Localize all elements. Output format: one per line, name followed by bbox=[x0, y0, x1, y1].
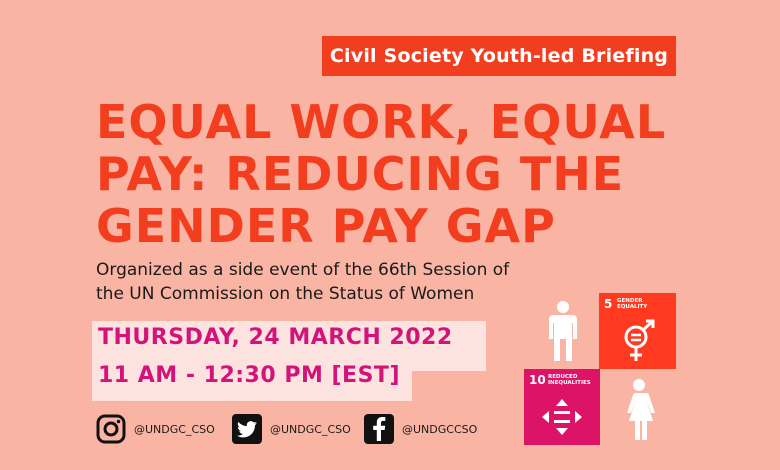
gender-equality-icon bbox=[624, 319, 655, 361]
date-highlight bbox=[92, 321, 486, 371]
sdg10-label-line: REDUCED bbox=[548, 374, 578, 380]
event-type-label: Civil Society Youth-led Briefing bbox=[329, 45, 669, 67]
event-title: EQUAL WORK, EQUAL PAY: REDUCING THE GEND… bbox=[96, 96, 696, 252]
twitter-icon bbox=[232, 414, 262, 444]
sdg5-tile: 5 GENDER EQUALITY bbox=[599, 293, 676, 369]
sdg5-label: GENDER EQUALITY bbox=[617, 298, 647, 310]
reduced-inequalities-icon bbox=[542, 399, 582, 435]
social-facebook[interactable]: @UNDGCCSO bbox=[364, 413, 477, 445]
male-figure-icon bbox=[549, 301, 577, 361]
sdg5-label-line: EQUALITY bbox=[617, 304, 648, 310]
sdg10-tile: 10 REDUCED INEQUALITIES bbox=[524, 369, 600, 445]
facebook-handle: @UNDGCCSO bbox=[402, 422, 478, 436]
social-instagram[interactable]: @UNDGC_CSO bbox=[96, 413, 215, 445]
facebook-icon bbox=[364, 414, 394, 444]
event-subtitle: Organized as a side event of the 66th Se… bbox=[96, 258, 596, 306]
instagram-handle: @UNDGC_CSO bbox=[134, 422, 215, 436]
sdg10-label: REDUCED INEQUALITIES bbox=[548, 374, 591, 386]
time-highlight bbox=[92, 371, 412, 401]
twitter-handle: @UNDGC_CSO bbox=[270, 422, 351, 436]
event-time: 11 AM - 12:30 PM [EST] bbox=[98, 363, 400, 388]
subtitle-line: Organized as a side event of the 66th Se… bbox=[96, 260, 510, 280]
sdg10-label-line: INEQUALITIES bbox=[548, 380, 591, 386]
subtitle-line: the UN Commission on the Status of Women bbox=[96, 284, 475, 304]
social-twitter[interactable]: @UNDGC_CSO bbox=[232, 413, 351, 445]
title-line: GENDER PAY GAP bbox=[96, 199, 556, 253]
female-figure-icon bbox=[627, 379, 655, 440]
event-date: THURSDAY, 24 MARCH 2022 bbox=[98, 325, 453, 350]
sdg10-number: 10 bbox=[529, 373, 546, 387]
title-line: EQUAL WORK, EQUAL bbox=[96, 95, 667, 149]
sdg5-number: 5 bbox=[604, 297, 613, 311]
event-type-badge: Civil Society Youth-led Briefing bbox=[322, 36, 676, 76]
title-line: PAY: REDUCING THE bbox=[96, 147, 625, 201]
instagram-icon bbox=[96, 414, 126, 444]
sdg5-label-line: GENDER bbox=[617, 298, 643, 304]
